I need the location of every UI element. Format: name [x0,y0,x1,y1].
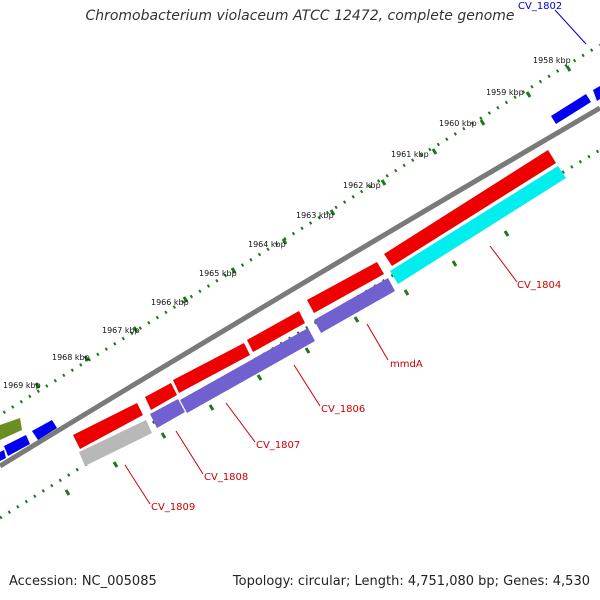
tick-label-1960: 1960 kbp [439,119,477,128]
feature-gray[interactable] [79,420,152,466]
gene-label-cv1809[interactable]: CV_1809 [151,502,195,513]
feature-purple-1[interactable] [314,278,395,333]
feature-olive-left[interactable] [0,418,22,440]
tick-label-1961: 1961 kbp [391,150,429,159]
leader-cv1804 [489,245,518,283]
gene-label-cv1806[interactable]: CV_1806 [321,404,365,415]
tick-label-1969: 1969 kbp [3,381,41,390]
feature-purple-3[interactable] [150,399,185,428]
accession-text: Accession: NC_005085 [9,574,157,589]
feature-blue-left-2[interactable] [32,420,57,440]
lower-feature-row[interactable] [79,166,566,466]
feature-purple-2[interactable] [180,328,315,413]
leader-cv1802 [554,9,587,45]
leader-cv1808 [175,430,204,475]
feature-cv1802[interactable] [551,86,600,124]
tick-marks [34,65,572,389]
cds-mmdA-red[interactable] [307,262,384,313]
gene-label-cv1807[interactable]: CV_1807 [256,440,300,451]
tick-label-1958: 1958 kbp [533,56,571,65]
leader-mmdA [366,323,389,361]
tick-label-1968: 1968 kbp [52,353,90,362]
map-title: Chromobacterium violaceum ATCC 12472, co… [85,8,515,24]
tick-label-1966: 1966 kbp [151,298,189,307]
cds-cv1809-red[interactable] [73,403,143,449]
gene-label-cv1804[interactable]: CV_1804 [517,280,561,291]
tick-label-1967: 1967 kbp [102,326,140,335]
tick-label-1963: 1963 kbp [296,211,334,220]
leader-cv1809 [124,464,151,505]
gene-label-cv1808[interactable]: CV_1808 [204,472,248,483]
leader-cv1806 [293,364,321,407]
genome-backbone [0,105,600,469]
feature-blue-left-1[interactable] [0,435,30,461]
tick-label-1962: 1962 kbp [343,181,381,190]
inner-tick-marks [64,230,510,496]
topology-text: Topology: circular; Length: 4,751,080 bp… [232,574,590,589]
tick-label-1965: 1965 kbp [199,269,237,278]
cds-cv1807-red[interactable] [173,343,250,393]
cds-cv1808-red[interactable] [145,383,177,410]
outer-dotted-ring [0,43,600,417]
cds-cv1804-red[interactable] [384,150,556,266]
tick-label-1964: 1964 kbp [248,240,286,249]
tick-label-1959: 1959 kbp [486,88,524,97]
cds-cv1806-red[interactable] [247,311,305,352]
feature-cyan[interactable] [390,166,566,284]
gene-label-mmdA[interactable]: mmdA [390,359,423,370]
leader-cv1807 [225,402,256,443]
gene-label-cv1802[interactable]: CV_1802 [518,1,562,12]
red-cds-row[interactable] [73,150,556,449]
